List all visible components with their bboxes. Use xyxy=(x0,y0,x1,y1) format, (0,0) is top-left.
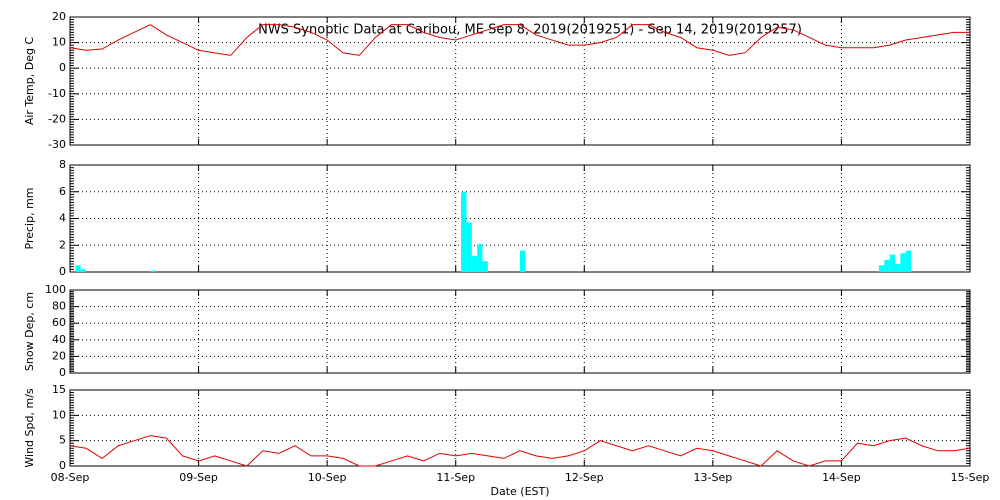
y-axis-label: Wind Spd, m/s xyxy=(23,388,36,468)
bar xyxy=(884,259,890,272)
x-tick-label: 11-Sep xyxy=(436,471,475,484)
y-tick-label: 80 xyxy=(52,300,66,313)
data-line xyxy=(69,435,971,467)
x-tick-label: 14-Sep xyxy=(822,471,861,484)
bar xyxy=(520,250,526,272)
y-tick-label: 0 xyxy=(59,61,66,74)
y-tick-label: 6 xyxy=(59,185,66,198)
y-tick-label: 5 xyxy=(59,434,66,447)
x-tick-label: 12-Sep xyxy=(565,471,604,484)
y-tick-label: -10 xyxy=(48,87,66,100)
bar xyxy=(905,250,912,272)
y-tick-label: 15 xyxy=(52,383,66,396)
data-line xyxy=(69,24,970,56)
y-tick-label: 4 xyxy=(59,212,66,225)
x-tick-label: 08-Sep xyxy=(51,471,90,484)
bar xyxy=(895,263,901,272)
x-tick-label: 10-Sep xyxy=(308,471,347,484)
bar xyxy=(477,243,483,272)
bar xyxy=(471,255,478,272)
y-axis-label: Precip, mm xyxy=(23,188,36,250)
y-tick-label: 100 xyxy=(45,283,66,296)
plot-frame xyxy=(69,289,971,374)
y-tick-label: 0 xyxy=(59,265,66,278)
bar xyxy=(461,191,467,272)
bar xyxy=(482,261,488,272)
bar xyxy=(75,265,81,272)
y-tick-label: 10 xyxy=(52,408,66,421)
y-tick-label: 20 xyxy=(52,349,66,362)
y-tick-label: 0 xyxy=(59,366,66,379)
plot-frame xyxy=(69,16,971,146)
y-axis-label: Snow Dep, cm xyxy=(23,292,36,371)
y-tick-label: -20 xyxy=(48,112,66,125)
bar xyxy=(900,253,906,272)
y-tick-label: 8 xyxy=(59,158,66,171)
plot-frame xyxy=(69,389,971,467)
bar xyxy=(466,222,472,272)
bar xyxy=(878,265,885,272)
y-tick-label: 20 xyxy=(52,10,66,23)
bar xyxy=(150,270,156,272)
y-tick-label: 0 xyxy=(59,459,66,472)
chart-title: NWS Synoptic Data at Caribou, ME Sep 8, … xyxy=(258,23,802,38)
y-tick-label: 10 xyxy=(52,36,66,49)
y-tick-label: 2 xyxy=(59,238,66,251)
x-tick-label: 15-Sep xyxy=(951,471,990,484)
y-tick-label: -30 xyxy=(48,138,66,151)
y-tick-label: 60 xyxy=(52,316,66,329)
bar xyxy=(80,269,87,272)
x-tick-label: 09-Sep xyxy=(179,471,218,484)
y-axis-label: Air Temp, Deg C xyxy=(23,37,36,126)
x-tick-label: 13-Sep xyxy=(694,471,733,484)
x-axis-label: Date (EST) xyxy=(490,485,549,498)
y-tick-label: 40 xyxy=(52,333,66,346)
bar xyxy=(889,254,895,272)
